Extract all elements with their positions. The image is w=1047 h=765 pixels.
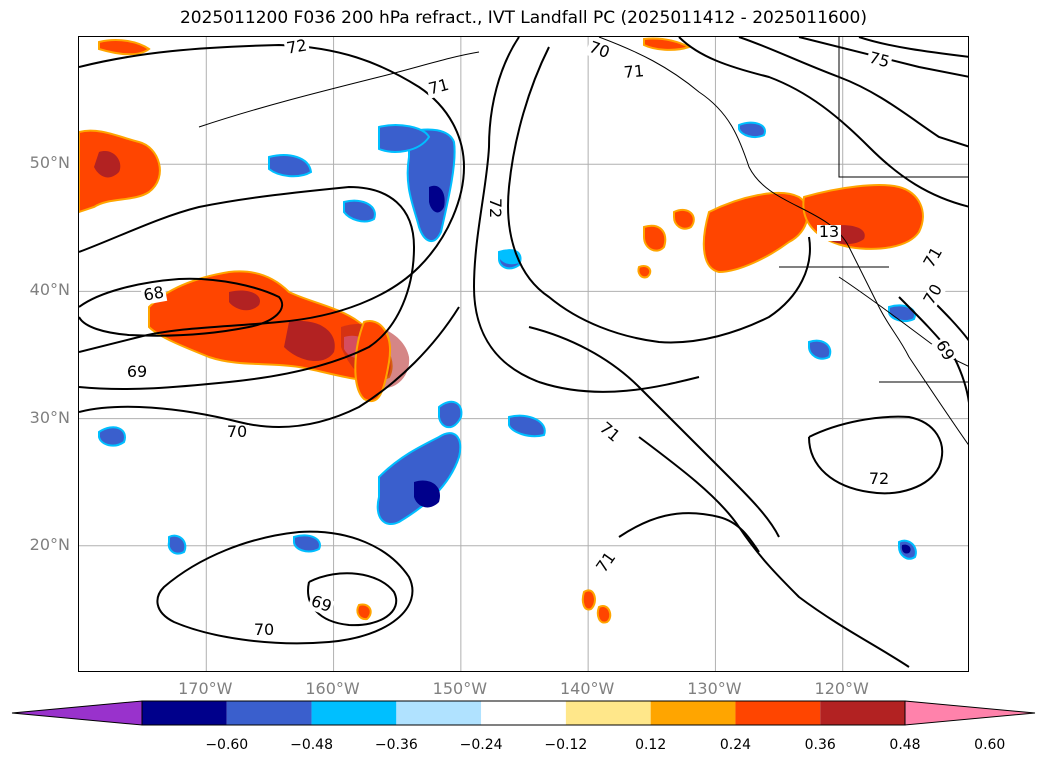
lon-label: 150°W [432,679,488,698]
negative-anomaly-fills [98,121,917,560]
contour-label: 71 [596,418,624,446]
map-plot-area: 72 70 71 71 75 68 69 70 71 72 71 70 69 13 69 70 72 71 [78,36,969,672]
lon-label: 130°W [687,679,742,698]
colorbar-tick-label: 0.60 [974,737,1006,753]
contour-label-bg [867,472,891,488]
contour-label-bg [817,225,841,241]
colorbar-segment [820,701,905,725]
colorbar-tick-label: 0.36 [804,737,836,753]
contour-label: 13 [819,222,839,241]
contour-label-bg [594,419,624,447]
contour-label-bg [425,77,453,99]
contour-label: 72 [285,37,308,58]
contour-label-bg [593,548,621,578]
colorbar-segment [311,701,397,725]
colorbar-tick-label: −0.12 [544,737,588,753]
contour-label: 72 [869,469,889,488]
colorbar-extend-high [904,700,1036,726]
contour-label-bg [125,365,149,381]
colorbar-tick-label: −0.24 [459,737,503,753]
contour-label: 70 [919,281,946,308]
lat-label: 20°N [29,534,70,554]
contour-label-bg [283,38,311,58]
contour-label-bg [225,425,249,441]
contour-label-bg [140,285,168,305]
contour-label: 71 [592,548,619,576]
colorbar-tick-label: 0.24 [719,737,752,753]
positive-anomaly-fills [79,37,924,624]
colorbar-border [141,700,906,726]
map-title: 2025011200 F036 200 hPa refract., IVT La… [179,8,867,28]
colorbar-segment [226,701,312,725]
contour-label: 69 [127,362,147,381]
contour-label: 71 [623,61,645,82]
contour-label: 71 [426,75,451,99]
colorbar-tick-label: 0.12 [635,737,667,753]
colorbar-tick-label: −0.48 [290,737,333,753]
contour-label-bg [306,593,336,617]
colorbar-segment [650,701,736,725]
colorbar-segment [142,701,227,725]
contour-label: 68 [142,282,165,304]
lon-label: 160°W [305,679,360,698]
contour-label-bg [865,50,893,72]
lon-label: 170°W [178,679,233,698]
lon-label: 140°W [559,679,615,698]
colorbar-segment [481,701,566,725]
refractivity-contours [79,37,968,668]
contour-label: 70 [254,620,274,639]
lon-label: 120°W [814,679,869,698]
colorbar-segment [565,701,651,725]
colorbar-tick-label: −0.36 [374,737,418,753]
colorbar-tick-label: 0.48 [889,737,921,753]
contour-label-bg [921,280,947,310]
lat-label: 30°N [29,407,70,427]
lat-label: 40°N [29,280,70,300]
contour-label-bg [584,39,614,63]
contour-label-bg [931,336,957,366]
contour-label-bg [252,623,276,639]
lat-label: 50°N [29,153,70,173]
contour-label-bg [621,63,647,83]
contour-label: 72 [486,198,505,218]
contour-label-bg [921,243,947,273]
colorbar [11,700,1036,726]
colorbar-extend-low [11,700,143,726]
contour-label: 75 [867,48,892,72]
colorbar-tick-label: −0.60 [205,737,249,753]
colorbar-segment [735,701,821,725]
coastlines [198,37,968,446]
contour-label: 71 [919,244,946,271]
colorbar-segment [396,701,482,725]
contour-label: 70 [227,422,247,441]
contour-label-bg [486,196,502,220]
